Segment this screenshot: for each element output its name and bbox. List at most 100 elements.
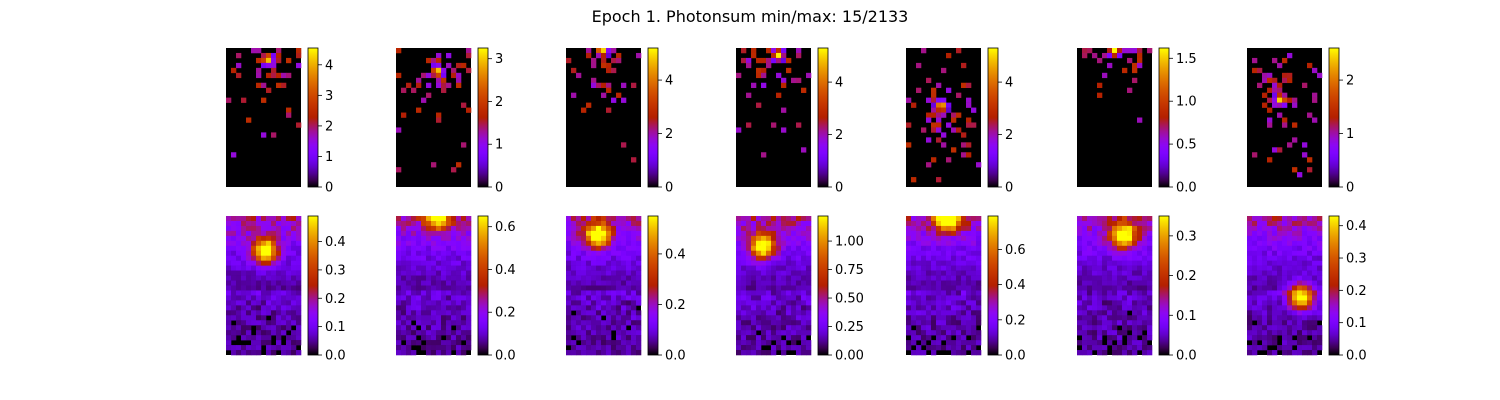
- heatmap-cell: [1082, 325, 1088, 331]
- heatmap-cell: [466, 240, 472, 247]
- heatmap-cell: [1302, 285, 1308, 291]
- heatmap-cell: [1147, 216, 1153, 222]
- heatmap-cell: [1252, 230, 1258, 237]
- heatmap-cell: [1077, 260, 1083, 266]
- heatmap-cell: [946, 87, 952, 93]
- heatmap-cell: [766, 260, 772, 266]
- heatmap-cell: [921, 320, 927, 326]
- heatmap-cell: [616, 235, 622, 242]
- heatmap-cell: [1122, 300, 1128, 306]
- heatmap-cell: [1272, 147, 1278, 153]
- heatmap-cell: [606, 87, 612, 93]
- heatmap-cell: [616, 250, 622, 257]
- heatmap-cell: [576, 300, 582, 306]
- heatmap-cell: [966, 82, 972, 89]
- heatmap-cell: [951, 325, 957, 331]
- heatmap-cell: [1092, 330, 1098, 336]
- heatmap-cell: [431, 285, 437, 291]
- heatmap-cell: [966, 250, 972, 257]
- heatmap-cell: [276, 315, 282, 321]
- heatmap-cell: [971, 250, 977, 257]
- heatmap-cell: [266, 225, 272, 232]
- heatmap-cell: [1252, 285, 1258, 291]
- heatmap-cell: [411, 230, 417, 237]
- heatmap-cell: [1287, 300, 1293, 306]
- heatmap-cell: [626, 216, 632, 222]
- heatmap-cell: [776, 340, 782, 346]
- heatmap-cell: [1107, 320, 1113, 326]
- heatmap-cell: [1282, 235, 1288, 242]
- heatmap-cell: [581, 340, 587, 346]
- heatmap-cell: [1277, 112, 1283, 118]
- heatmap-cell: [961, 216, 967, 222]
- heatmap-cell: [631, 350, 637, 356]
- heatmap-cell: [1117, 305, 1123, 311]
- heatmap-cell: [806, 295, 812, 301]
- heatmap-cell: [436, 235, 442, 242]
- heatmap-cell: [1267, 335, 1273, 341]
- heatmap-cell: [931, 260, 937, 266]
- heatmap-cell: [951, 216, 957, 222]
- heatmap-cell: [1142, 305, 1148, 311]
- heatmap-cell: [401, 112, 407, 118]
- heatmap-cell: [766, 350, 772, 356]
- heatmap-cell: [601, 92, 607, 98]
- heatmap-cell: [576, 72, 582, 79]
- colorbar-tick-label: 0.4: [495, 263, 516, 278]
- heatmap-cell: [441, 77, 447, 84]
- heatmap-cell: [416, 300, 422, 306]
- heatmap-cell: [396, 225, 402, 232]
- heatmap-cell: [946, 275, 952, 281]
- heatmap-cell: [626, 340, 632, 346]
- heatmap-cell: [761, 220, 767, 227]
- heatmap-cell: [921, 255, 927, 261]
- heatmap-cell: [1097, 345, 1103, 351]
- heatmap-cell: [431, 216, 437, 222]
- heatmap-cell: [1292, 260, 1298, 266]
- heatmap-cell: [796, 230, 802, 237]
- heatmap-cell: [1107, 285, 1113, 291]
- heatmap-cell: [1092, 216, 1098, 222]
- heatmap-cell: [961, 320, 967, 326]
- heatmap-cell: [1117, 230, 1123, 237]
- heatmap-cell: [1252, 315, 1258, 321]
- heatmap-cell: [1277, 310, 1283, 316]
- heatmap-cell: [586, 335, 592, 341]
- heatmap-cell: [911, 230, 917, 237]
- heatmap-cell: [786, 305, 792, 311]
- heatmap-cell: [271, 260, 277, 266]
- heatmap-cell: [456, 240, 462, 247]
- heatmap-cell: [971, 225, 977, 232]
- heatmap-cell: [446, 62, 452, 69]
- heatmap-cell: [296, 122, 302, 128]
- heatmap-cell: [251, 270, 257, 276]
- heatmap-cell: [1102, 250, 1108, 257]
- heatmap-cell: [571, 220, 577, 227]
- heatmap-cell: [1287, 265, 1293, 271]
- heatmap-cell: [956, 350, 962, 356]
- heatmap-cell: [1112, 310, 1118, 316]
- heatmap-cell: [766, 250, 772, 257]
- heatmap-cell: [961, 245, 967, 252]
- heatmap-cell: [756, 235, 762, 242]
- heatmap-cell: [596, 225, 602, 232]
- heatmap-cell: [1097, 245, 1103, 252]
- heatmap-cell: [1132, 245, 1138, 252]
- heatmap-cell: [571, 225, 577, 232]
- heatmap-cell: [576, 260, 582, 266]
- heatmap-cell: [946, 335, 952, 341]
- heatmap-cell: [796, 280, 802, 286]
- heatmap-cell: [1267, 265, 1273, 271]
- heatmap-cell: [616, 220, 622, 227]
- heatmap-cell: [441, 235, 447, 242]
- heatmap-cell: [741, 255, 747, 261]
- heatmap-cell: [426, 220, 432, 227]
- heatmap-cell: [966, 216, 972, 222]
- heatmap-cell: [746, 315, 752, 321]
- heatmap-cell: [1317, 245, 1323, 252]
- heatmap-cell: [1117, 245, 1123, 252]
- heatmap-cell: [441, 250, 447, 257]
- heatmap-cell: [281, 290, 287, 296]
- heatmap-cell: [771, 250, 777, 257]
- heatmap-cell: [1317, 340, 1323, 346]
